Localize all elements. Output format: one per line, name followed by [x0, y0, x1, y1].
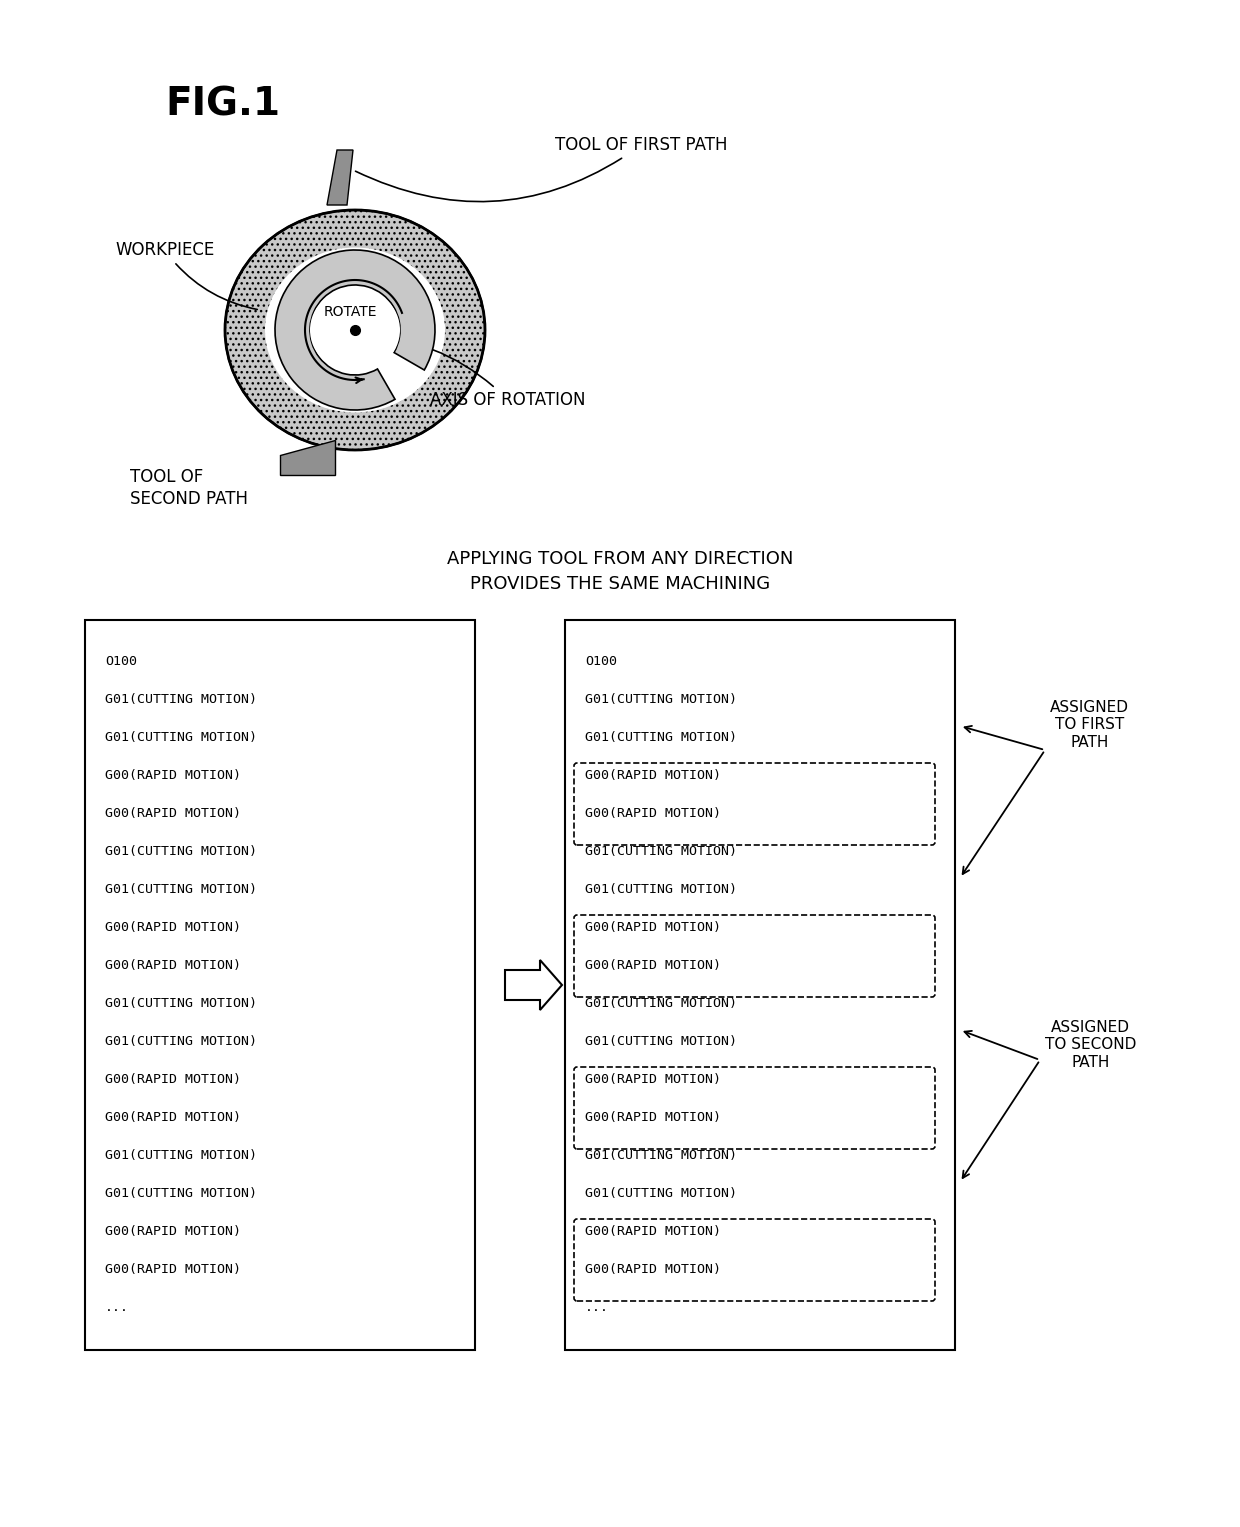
- Ellipse shape: [224, 211, 485, 450]
- Text: G00(RAPID MOTION): G00(RAPID MOTION): [585, 959, 720, 973]
- Text: G00(RAPID MOTION): G00(RAPID MOTION): [585, 1225, 720, 1238]
- Text: G01(CUTTING MOTION): G01(CUTTING MOTION): [585, 1035, 737, 1048]
- FancyBboxPatch shape: [86, 620, 475, 1350]
- Text: G00(RAPID MOTION): G00(RAPID MOTION): [585, 770, 720, 782]
- Text: G01(CUTTING MOTION): G01(CUTTING MOTION): [105, 997, 257, 1009]
- Text: G00(RAPID MOTION): G00(RAPID MOTION): [105, 806, 241, 820]
- Polygon shape: [327, 150, 353, 205]
- Text: G01(CUTTING MOTION): G01(CUTTING MOTION): [585, 1186, 737, 1200]
- Text: G00(RAPID MOTION): G00(RAPID MOTION): [105, 770, 241, 782]
- Text: G01(CUTTING MOTION): G01(CUTTING MOTION): [105, 883, 257, 896]
- Text: TOOL OF FIRST PATH: TOOL OF FIRST PATH: [356, 136, 728, 202]
- Text: AXIS OF ROTATION: AXIS OF ROTATION: [363, 334, 585, 409]
- Text: FIG.1: FIG.1: [165, 86, 280, 124]
- Text: G01(CUTTING MOTION): G01(CUTTING MOTION): [105, 731, 257, 744]
- Text: G01(CUTTING MOTION): G01(CUTTING MOTION): [585, 883, 737, 896]
- Text: G00(RAPID MOTION): G00(RAPID MOTION): [105, 921, 241, 935]
- Text: G00(RAPID MOTION): G00(RAPID MOTION): [585, 1263, 720, 1277]
- Polygon shape: [280, 440, 335, 475]
- Text: ASSIGNED
TO FIRST
PATH: ASSIGNED TO FIRST PATH: [1050, 699, 1128, 750]
- Text: ASSIGNED
TO SECOND
PATH: ASSIGNED TO SECOND PATH: [1045, 1020, 1136, 1070]
- Text: G01(CUTTING MOTION): G01(CUTTING MOTION): [105, 1035, 257, 1048]
- Ellipse shape: [265, 247, 445, 412]
- Text: G01(CUTTING MOTION): G01(CUTTING MOTION): [585, 731, 737, 744]
- Text: ROTATE: ROTATE: [324, 305, 377, 319]
- Text: G00(RAPID MOTION): G00(RAPID MOTION): [105, 959, 241, 973]
- FancyBboxPatch shape: [565, 620, 955, 1350]
- Text: G00(RAPID MOTION): G00(RAPID MOTION): [585, 1112, 720, 1124]
- Text: G00(RAPID MOTION): G00(RAPID MOTION): [105, 1112, 241, 1124]
- Text: APPLYING TOOL FROM ANY DIRECTION
PROVIDES THE SAME MACHINING: APPLYING TOOL FROM ANY DIRECTION PROVIDE…: [446, 550, 794, 592]
- Text: TOOL OF
SECOND PATH: TOOL OF SECOND PATH: [130, 467, 248, 508]
- FancyArrow shape: [505, 960, 562, 1009]
- Text: G01(CUTTING MOTION): G01(CUTTING MOTION): [105, 693, 257, 705]
- Text: ...: ...: [105, 1301, 129, 1315]
- Text: G01(CUTTING MOTION): G01(CUTTING MOTION): [585, 844, 737, 858]
- Text: G00(RAPID MOTION): G00(RAPID MOTION): [105, 1263, 241, 1277]
- Text: G00(RAPID MOTION): G00(RAPID MOTION): [105, 1225, 241, 1238]
- Ellipse shape: [310, 287, 401, 373]
- Text: G01(CUTTING MOTION): G01(CUTTING MOTION): [105, 844, 257, 858]
- Text: O100: O100: [105, 655, 136, 667]
- Text: ...: ...: [585, 1301, 609, 1315]
- Text: G00(RAPID MOTION): G00(RAPID MOTION): [585, 806, 720, 820]
- Text: G00(RAPID MOTION): G00(RAPID MOTION): [585, 921, 720, 935]
- Text: G01(CUTTING MOTION): G01(CUTTING MOTION): [585, 693, 737, 705]
- Text: G00(RAPID MOTION): G00(RAPID MOTION): [585, 1073, 720, 1086]
- Text: G01(CUTTING MOTION): G01(CUTTING MOTION): [105, 1148, 257, 1162]
- Text: G01(CUTTING MOTION): G01(CUTTING MOTION): [585, 1148, 737, 1162]
- Text: G00(RAPID MOTION): G00(RAPID MOTION): [105, 1073, 241, 1086]
- Wedge shape: [275, 250, 435, 411]
- Text: G01(CUTTING MOTION): G01(CUTTING MOTION): [105, 1186, 257, 1200]
- Text: WORKPIECE: WORKPIECE: [115, 241, 257, 310]
- Text: O100: O100: [585, 655, 618, 667]
- Text: G01(CUTTING MOTION): G01(CUTTING MOTION): [585, 997, 737, 1009]
